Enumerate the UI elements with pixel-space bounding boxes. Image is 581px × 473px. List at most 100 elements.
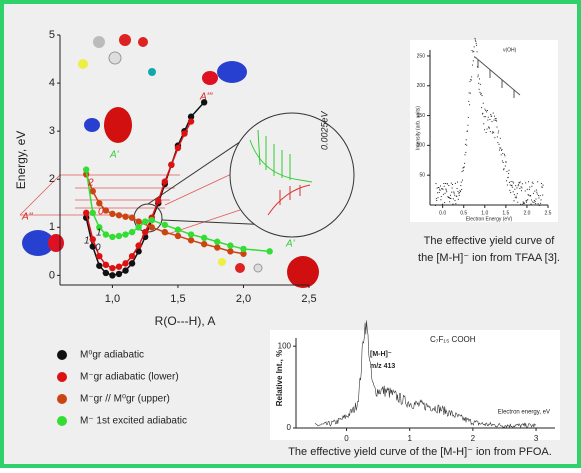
caption: the [M-H]⁻ ion from TFAA [3]. [418,252,560,264]
spectrum-dot [437,197,439,199]
spectrum-dot [455,203,457,205]
annotation: A''' [199,92,213,103]
spectrum-dot [492,131,494,133]
spectrum-dot [435,198,437,200]
spectrum-dot [538,197,540,199]
spectrum-dot [439,185,441,187]
spectrum-dot [535,203,537,205]
spectrum-dot [530,199,532,201]
spectrum-dot [502,153,504,155]
spectrum-dot [480,93,482,95]
spectrum-dot [492,112,494,114]
spectrum-dot [515,185,517,187]
data-point [122,260,129,267]
spectrum-dot [518,182,520,184]
spectrum-dot [525,182,527,184]
spectrum-dot [481,95,483,97]
spectrum-dot [467,124,469,126]
annotation: A' [285,239,296,250]
data-point [102,231,110,238]
data-point [102,261,110,269]
data-point [200,99,208,106]
spectrum-dot [485,132,487,134]
spectrum-dot [453,191,455,193]
data-point [109,233,116,241]
y-tick-label: 4 [49,77,55,89]
legend-marker [57,372,67,382]
legend-marker [57,416,67,426]
y-tick-label: 100 [278,341,292,350]
inset-bg [410,40,558,222]
spectrum-dot [465,151,467,153]
x-tick-label: 2 [471,434,476,443]
data-point [102,207,110,214]
data-point [128,252,136,260]
data-point [214,244,221,251]
spectrum-dot [445,188,447,190]
y-tick-label: 150 [417,113,426,119]
spectrum-dot [480,92,482,94]
spectrum-dot [531,185,533,187]
spectrum-dot [457,198,459,200]
x-axis-label: Electron energy, eV [498,410,550,416]
spectrum-dot [493,132,495,134]
data-point [266,248,273,255]
spectrum-dot [530,195,532,197]
data-point [187,237,195,244]
annotation: 1 [84,236,90,247]
spectrum-dot [491,115,493,117]
spectrum-dot [523,202,525,204]
data-point [96,224,103,231]
decor [19,34,355,288]
spectrum-dot [459,191,461,193]
spectrum-dot [435,183,437,185]
spectrum-dot [456,188,458,190]
spectrum-dot [477,74,479,76]
legend-label: M⁻gr adiabatic (lower) [80,372,179,383]
data-point [89,236,96,243]
spectrum-dot [502,162,504,164]
spectrum-dot [500,147,502,149]
spectrum-dot [474,39,476,41]
spectrum-dot [536,191,538,193]
spectrum-dot [439,189,441,191]
data-point [181,130,188,137]
spectrum-dot [450,197,452,199]
spectrum-dot [438,186,440,188]
spectrum-dot [498,143,500,145]
spectrum-dot [540,199,542,201]
spectrum-dot [483,116,485,118]
annotation: C₇F₁₅ COOH [430,335,476,344]
data-point [135,224,142,231]
legend-label: M⁻ 1st excited adiabatic [80,416,187,427]
spectrum-dot [513,182,515,184]
y-tick-label: 1 [49,221,55,233]
data-point [135,248,142,255]
data-point [161,178,169,185]
spectrum-dot [472,60,474,62]
data-point [96,262,103,269]
spectrum-dot [462,170,464,172]
spectrum-dot [436,187,438,189]
spectrum-dot [452,203,454,205]
spectrum-dot [475,42,477,44]
spectrum-dot [449,197,451,199]
annotation: A'' [21,212,34,223]
spectrum-dot [484,116,486,118]
spectrum-dot [540,182,542,184]
spectrum-dot [504,165,506,167]
spectrum-dot [442,203,444,205]
annotation: 0 [98,207,104,218]
data-point [135,242,142,249]
spectrum-dot [466,130,468,132]
spectrum-dot [524,204,526,206]
spectrum-dot [464,162,466,164]
data-point [96,252,103,260]
data-point [109,210,116,218]
data-point [89,209,96,217]
legend-label: M⁻gr // M⁰gr (upper) [80,394,170,405]
spectrum-dot [475,40,477,42]
data-point [83,166,90,173]
spectrum-dot [470,79,472,81]
spectrum-dot [523,202,525,204]
